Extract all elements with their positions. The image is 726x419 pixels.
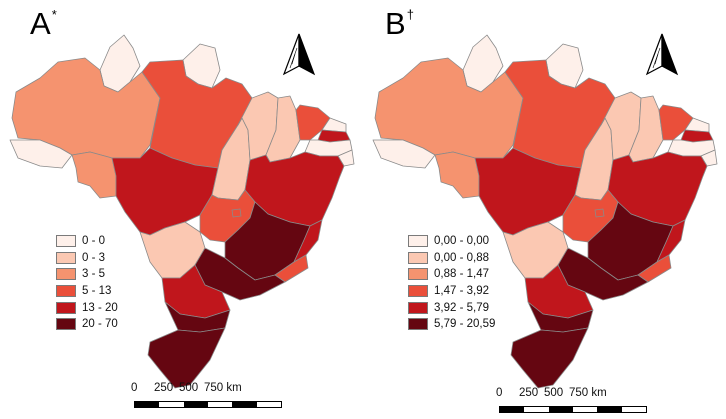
brazil-map — [9, 33, 355, 389]
scale-bar: 0 250 500 750 km — [131, 382, 282, 408]
scale-bar: 0 250 500 750 km — [496, 387, 647, 413]
north-arrow-icon — [282, 33, 316, 76]
legend-item: 5,79 - 20,59 — [408, 316, 495, 333]
legend-swatch — [408, 318, 428, 331]
legend-item: 13 - 20 — [56, 299, 118, 316]
legend-swatch — [408, 235, 428, 248]
scale-label: 750 km — [569, 387, 607, 399]
legend-item: 3 - 5 — [56, 266, 118, 283]
panel-letter-text: B — [385, 6, 406, 41]
legend-swatch — [408, 285, 428, 298]
legend-swatch — [56, 285, 76, 298]
brazil-map — [372, 33, 718, 389]
legend: 0 - 0 0 - 3 3 - 5 5 - 13 13 - 20 20 - 70 — [56, 233, 118, 333]
scale-label: 250 — [154, 382, 174, 394]
panel-mark: † — [406, 6, 414, 22]
map-panel-b: B† 0,00 - 0,00 0,00 - 0,88 0,88 - 1,47 1… — [363, 0, 726, 419]
state-distrito-federal — [594, 208, 605, 218]
state-distrito-federal — [231, 208, 242, 218]
north-arrow-icon — [645, 33, 679, 76]
state-rondonia — [434, 151, 480, 199]
state-mato-grosso — [474, 147, 582, 236]
scale-bar-graphic — [499, 406, 647, 413]
legend-label: 0,88 - 1,47 — [434, 268, 489, 281]
state-rondonia — [71, 151, 117, 199]
scale-label: 500 — [179, 382, 199, 394]
legend-label: 0,00 - 0,00 — [434, 235, 489, 248]
scale-label: 500 — [544, 387, 564, 399]
panel-letter-text: A — [30, 6, 51, 41]
state-rio-de-janeiro — [637, 254, 672, 283]
legend-item: 20 - 70 — [56, 316, 118, 333]
legend-swatch — [408, 268, 428, 281]
legend-swatch — [408, 301, 428, 314]
scale-label: 250 — [519, 387, 539, 399]
legend-swatch — [56, 235, 76, 248]
legend-label: 3 - 5 — [82, 268, 106, 281]
scale-label: 0 — [496, 387, 503, 399]
legend-item: 0 - 3 — [56, 250, 118, 267]
legend-item: 1,47 - 3,92 — [408, 283, 495, 300]
legend-item: 0,88 - 1,47 — [408, 266, 495, 283]
state-rio-de-janeiro — [274, 254, 309, 283]
scale-label: 750 km — [204, 382, 242, 394]
legend-label: 13 - 20 — [82, 301, 118, 314]
scale-label: 0 — [131, 382, 138, 394]
scale-labels: 0 250 500 750 km — [496, 387, 647, 401]
state-mato-grosso — [111, 147, 219, 236]
legend-swatch — [408, 251, 428, 264]
legend-label: 1,47 - 3,92 — [434, 285, 489, 298]
state-acre — [372, 139, 436, 169]
legend-label: 0 - 3 — [82, 251, 106, 264]
legend-label: 3,92 - 5,79 — [434, 301, 489, 314]
panel-letter: B† — [385, 6, 414, 42]
state-acre — [9, 139, 73, 169]
legend-label: 0,00 - 0,88 — [434, 251, 489, 264]
legend-item: 3,92 - 5,79 — [408, 299, 495, 316]
scale-bar-graphic — [134, 401, 282, 408]
state-rio-grande-do-sul — [510, 327, 589, 389]
legend-swatch — [56, 301, 76, 314]
legend-swatch — [56, 251, 76, 264]
scale-labels: 0 250 500 750 km — [131, 382, 282, 396]
states-layer — [9, 34, 355, 389]
legend-swatch — [56, 318, 76, 331]
legend: 0,00 - 0,00 0,00 - 0,88 0,88 - 1,47 1,47… — [408, 233, 495, 333]
legend-label: 5 - 13 — [82, 285, 112, 298]
panel-mark: * — [51, 6, 57, 22]
legend-item: 5 - 13 — [56, 283, 118, 300]
legend-item: 0 - 0 — [56, 233, 118, 250]
legend-swatch — [56, 268, 76, 281]
state-rio-grande-do-sul — [147, 327, 226, 389]
panel-letter: A* — [30, 6, 57, 42]
legend-label: 20 - 70 — [82, 318, 118, 331]
map-panel-a: A* 0 - 0 0 - 3 3 - 5 5 - 13 13 - 20 20 -… — [9, 6, 355, 408]
legend-item: 0,00 - 0,00 — [408, 233, 495, 250]
legend-label: 5,79 - 20,59 — [434, 318, 496, 331]
states-layer — [372, 34, 718, 389]
legend-label: 0 - 0 — [82, 235, 106, 248]
legend-item: 0,00 - 0,88 — [408, 250, 495, 267]
